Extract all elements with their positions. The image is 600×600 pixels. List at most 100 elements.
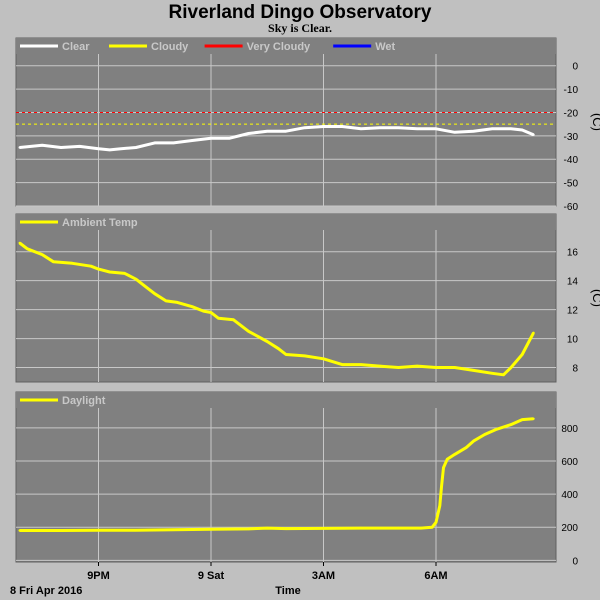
daylight-point-5	[209, 528, 213, 531]
daylight-point-8	[284, 527, 288, 530]
ambient-point-5	[89, 265, 93, 268]
ambient-point-35	[509, 366, 513, 369]
daylight-point-13	[431, 526, 434, 529]
daylight-point-23	[494, 428, 498, 431]
sky-point-26	[491, 127, 494, 130]
ambient-point-7	[108, 270, 111, 274]
sky-point-8	[153, 141, 156, 145]
sky-ytick-label-3: -30	[564, 132, 579, 143]
x-axis: 9PM 9 Sat 3AM 6AM	[87, 562, 448, 582]
ambient-point-18	[232, 318, 235, 321]
daylight-point-7	[266, 526, 269, 530]
sky-point-17	[322, 125, 325, 128]
ambient-point-32	[472, 369, 475, 372]
sky-point-4	[97, 147, 100, 150]
panels: 0 -10 -20 -30 -40 -50 -60 Clear Cloudy Very Cloud…	[15, 37, 600, 567]
ambient-point-36	[521, 353, 524, 356]
ambient-point-12	[164, 299, 168, 303]
sky-ytick-label-4: -40	[564, 155, 579, 166]
ambient-ytick-label-1: 14	[567, 277, 579, 288]
ambient-ytick-label-2: 12	[567, 306, 579, 317]
ambient-point-30	[434, 366, 438, 369]
ambient-point-28	[397, 366, 400, 369]
sky-point-11	[209, 137, 213, 140]
ambient-unit-label: (C)	[590, 289, 600, 307]
ambient-point-33	[491, 372, 494, 375]
sky-point-13	[247, 132, 250, 135]
sky-legend-label-0: Clear	[62, 41, 90, 53]
daylight-plot-area	[15, 391, 557, 563]
ambient-ytick-label-3: 10	[567, 335, 579, 346]
sky-point-20	[378, 126, 381, 129]
sky-point-22	[416, 127, 419, 130]
ambient-point-11	[153, 292, 156, 295]
sky-point-1	[41, 144, 44, 147]
daylight-point-2	[97, 529, 100, 532]
ambient-point-2	[41, 253, 44, 256]
sky-unit-label: (C)	[590, 113, 600, 131]
daylight-point-18	[446, 458, 449, 461]
ambient-point-14	[191, 305, 194, 308]
sky-point-23	[434, 127, 438, 130]
x-tick-label-3: 6AM	[424, 570, 447, 582]
sky-point-9	[172, 141, 175, 145]
sky-point-0	[18, 146, 21, 149]
sky-point-5	[108, 148, 111, 152]
sky-point-21	[397, 126, 400, 129]
sky-point-7	[134, 146, 138, 149]
ambient-point-34	[502, 373, 505, 376]
sky-point-15	[284, 130, 288, 133]
ambient-point-17	[217, 317, 220, 320]
ambient-point-21	[277, 347, 280, 350]
ambient-point-26	[359, 363, 363, 366]
daylight-point-3	[134, 529, 138, 532]
daylight-point-24	[509, 423, 513, 426]
ambient-point-31	[453, 366, 456, 369]
sky-ytick-label-6: -60	[564, 202, 579, 213]
ambient-series-0	[18, 241, 535, 377]
sky-ytick-label-5: -50	[564, 179, 579, 190]
x-tick-label-0: 9PM	[87, 570, 110, 582]
ambient-point-37	[532, 331, 535, 334]
sky-series-0	[19, 125, 535, 152]
ambient-point-0	[18, 241, 21, 245]
daylight-point-22	[483, 433, 486, 436]
sky-point-18	[341, 125, 344, 128]
ambient-point-4	[71, 262, 74, 265]
daylight-ytick-label-1: 600	[561, 457, 578, 468]
daylight-point-21	[472, 439, 475, 443]
sky-legend-label-1: Cloudy	[151, 41, 189, 53]
x-axis-label: Time	[275, 585, 300, 597]
ambient-point-8	[123, 272, 126, 275]
ambient-legend-strip	[16, 214, 556, 230]
sky-legend-strip	[16, 38, 556, 54]
ambient-point-23	[303, 354, 306, 358]
sky-point-25	[472, 130, 475, 133]
sky-point-2	[59, 146, 63, 149]
daylight-point-4	[172, 528, 175, 531]
sky-point-12	[228, 137, 231, 140]
daylight-panel: 800 600 400 200 0 Daylight	[15, 391, 578, 567]
sky-point-27	[509, 127, 513, 130]
ambient-point-3	[52, 260, 55, 263]
ambient-point-6	[97, 267, 100, 271]
ambient-point-22	[284, 353, 288, 356]
sky-point-19	[359, 127, 363, 130]
x-tick-label-2: 3AM	[312, 570, 335, 582]
ambient-point-10	[146, 286, 149, 290]
daylight-point-15	[438, 504, 441, 507]
ambient-legend-label-0: Ambient Temp	[62, 217, 138, 229]
daylight-legend-label-0: Daylight	[62, 395, 106, 407]
sky-legend-label-3: Wet	[375, 41, 395, 53]
chart-subtitle: Sky is Clear.	[268, 21, 332, 35]
ambient-point-15	[202, 309, 205, 313]
x-tick-label-1: 9 Sat	[198, 570, 225, 582]
ambient-ytick-label-0: 16	[567, 248, 579, 259]
sky-ytick-label-2: -20	[564, 108, 579, 119]
daylight-point-14	[434, 521, 438, 524]
ambient-point-20	[266, 340, 269, 343]
ambient-point-16	[209, 311, 213, 314]
sky-legend-label-2: Very Cloudy	[247, 41, 311, 53]
ambient-point-1	[26, 247, 29, 250]
